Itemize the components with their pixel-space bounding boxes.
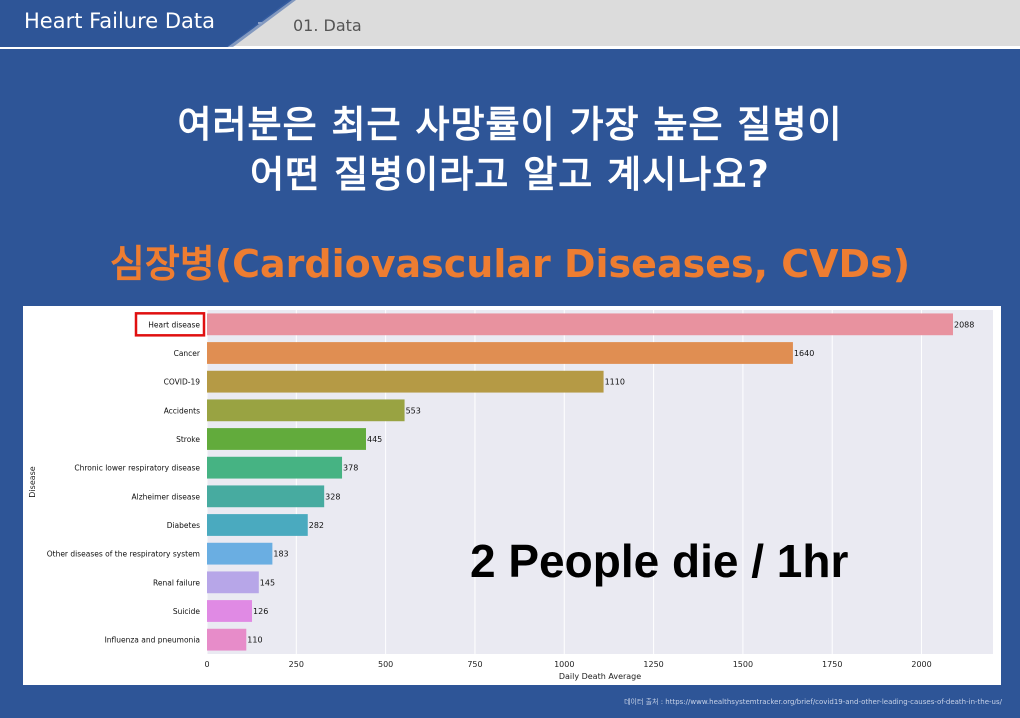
bar-value-label: 1640 (794, 349, 814, 358)
x-tick-label: 1000 (554, 660, 574, 669)
overlay-statistic: 2 People die / 1hr (470, 535, 849, 587)
category-label: Suicide (173, 607, 201, 616)
bar-value-label: 126 (253, 607, 268, 616)
bar-value-label: 282 (309, 521, 324, 530)
x-tick-label: 2000 (911, 660, 931, 669)
bar (207, 514, 308, 536)
category-label: Influenza and pneumonia (105, 636, 200, 645)
x-tick-label: 1250 (643, 660, 663, 669)
bar (207, 370, 604, 393)
y-axis-label: Disease (28, 466, 37, 498)
x-tick-label: 750 (467, 660, 482, 669)
x-tick-label: 1500 (733, 660, 753, 669)
header-section: 01. Data (293, 16, 362, 35)
category-label: Alzheimer disease (132, 492, 201, 501)
bar (207, 313, 953, 336)
answer-heading: 심장병(Cardiovascular Diseases, CVDs) (109, 242, 911, 286)
header-separator (258, 22, 262, 24)
header-title: Heart Failure Data (24, 9, 216, 33)
category-label: Stroke (176, 435, 200, 444)
bar-value-label: 328 (325, 492, 340, 501)
highlight-box (134, 312, 206, 337)
bar (207, 428, 366, 450)
bar-value-label: 145 (260, 578, 275, 587)
bar (207, 342, 793, 364)
x-tick-label: 500 (378, 660, 393, 669)
x-axis-label: Daily Death Average (559, 672, 641, 681)
headline-line-1: 여러분은 최근 사망률이 가장 높은 질병이 (177, 103, 843, 146)
category-label: Other diseases of the respiratory system (47, 550, 200, 559)
x-tick-label: 0 (204, 660, 209, 669)
x-tick-label: 250 (289, 660, 304, 669)
bar (207, 542, 273, 565)
bar-value-label: 378 (343, 464, 358, 473)
bar-value-label: 1110 (605, 378, 625, 387)
bar-value-label: 445 (367, 435, 382, 444)
chart-panel: 0 250 500 750 1000 1250 1500 1750 2000 2088 Heart … (23, 306, 1001, 685)
x-tick-label: 1750 (822, 660, 842, 669)
bar-value-label: 110 (247, 636, 262, 645)
source-citation: 데이터 출처 : https://www.healthsystemtracker… (624, 698, 1002, 706)
bar (207, 456, 343, 479)
category-label: Renal failure (153, 578, 200, 587)
category-label: Accidents (164, 406, 200, 415)
bar (207, 600, 253, 622)
category-label: COVID-19 (164, 378, 201, 387)
bar-chart: 0 250 500 750 1000 1250 1500 1750 2000 2088 Heart … (28, 310, 993, 681)
bar-value-label: 553 (406, 406, 421, 415)
bar (207, 571, 259, 594)
bar (207, 399, 405, 422)
headline: 여러분은 최근 사망률이 가장 높은 질병이 어떤 질병이라고 알고 계시나요? (0, 100, 1020, 200)
bar (207, 628, 247, 651)
bar (207, 485, 325, 508)
category-label: Cancer (174, 349, 201, 358)
category-label: Chronic lower respiratory disease (74, 464, 200, 473)
category-label: Heart disease (148, 320, 200, 329)
bar-value-label: 183 (273, 550, 288, 559)
bar-value-label: 2088 (954, 320, 974, 329)
top-bar-divider (0, 46, 1020, 49)
headline-line-2: 어떤 질병이라고 알고 계시나요? (250, 153, 770, 196)
category-label: Diabetes (167, 521, 200, 530)
plot-area (207, 310, 993, 654)
